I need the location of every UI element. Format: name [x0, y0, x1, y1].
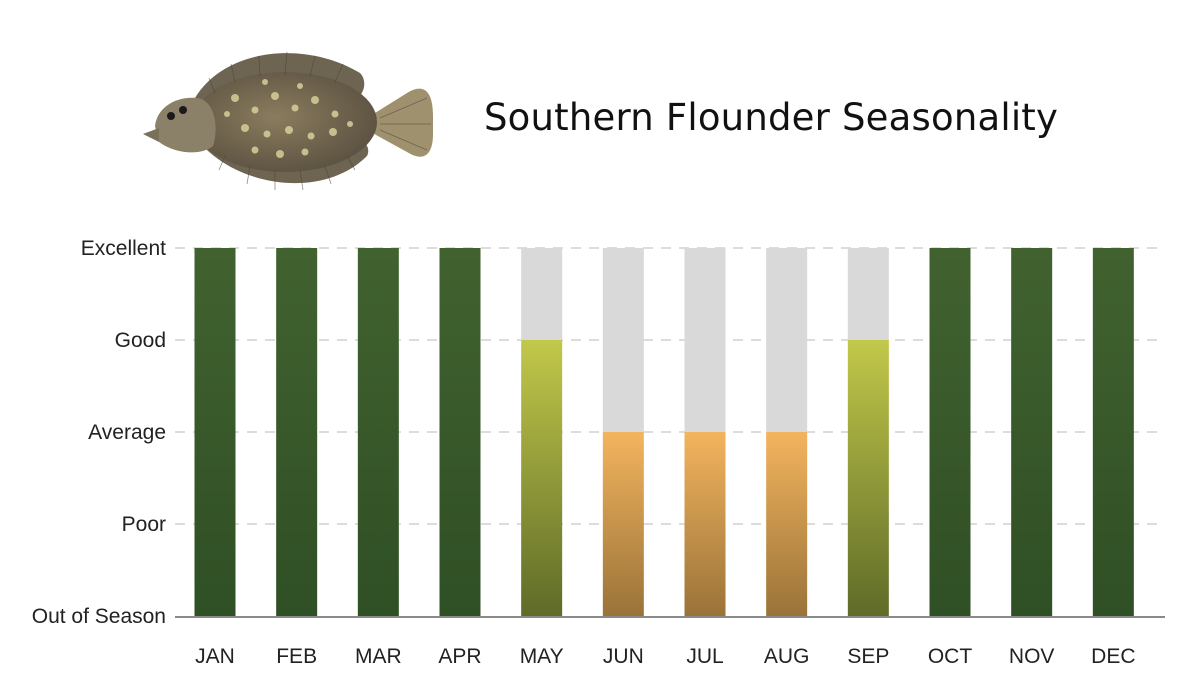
y-tick-label: Good [115, 329, 166, 352]
bar-feb [276, 248, 317, 616]
y-tick-label: Excellent [81, 237, 166, 260]
bar-jan [195, 248, 236, 616]
x-tick-label: DEC [1091, 645, 1135, 668]
x-tick-label: SEP [847, 645, 889, 668]
bar-background-sep [848, 248, 889, 340]
bar-oct [930, 248, 971, 616]
bar-nov [1011, 248, 1052, 616]
y-tick-label: Poor [122, 513, 166, 536]
x-tick-label: NOV [1009, 645, 1055, 668]
x-tick-label: MAR [355, 645, 402, 668]
bar-background-aug [766, 248, 807, 432]
x-tick-label: FEB [276, 645, 317, 668]
y-axis-tick-labels: Out of Season Poor Average Good Excellent [32, 237, 166, 628]
bar-jun [603, 432, 644, 616]
y-tick-label: Out of Season [32, 605, 166, 628]
x-tick-label: AUG [764, 645, 810, 668]
bar-background-may [521, 248, 562, 340]
x-tick-label: OCT [928, 645, 973, 668]
x-tick-label: JUN [603, 645, 644, 668]
y-tick-label: Average [88, 421, 166, 444]
x-tick-label: JUL [686, 645, 723, 668]
x-axis-tick-labels: JAN FEB MAR APR MAY JUN JUL AUG SEP OCT NOV DEC [195, 645, 1135, 668]
bar-mar [358, 248, 399, 616]
x-tick-label: MAY [520, 645, 564, 668]
bar-jul [685, 432, 726, 616]
bar-background-jun [603, 248, 644, 432]
bar-dec [1093, 248, 1134, 616]
bar-sep [848, 340, 889, 616]
bar-apr [440, 248, 481, 616]
x-tick-label: APR [438, 645, 481, 668]
bar-aug [766, 432, 807, 616]
bar-may [521, 340, 562, 616]
x-tick-label: JAN [195, 645, 235, 668]
bar-background-jul [685, 248, 726, 432]
